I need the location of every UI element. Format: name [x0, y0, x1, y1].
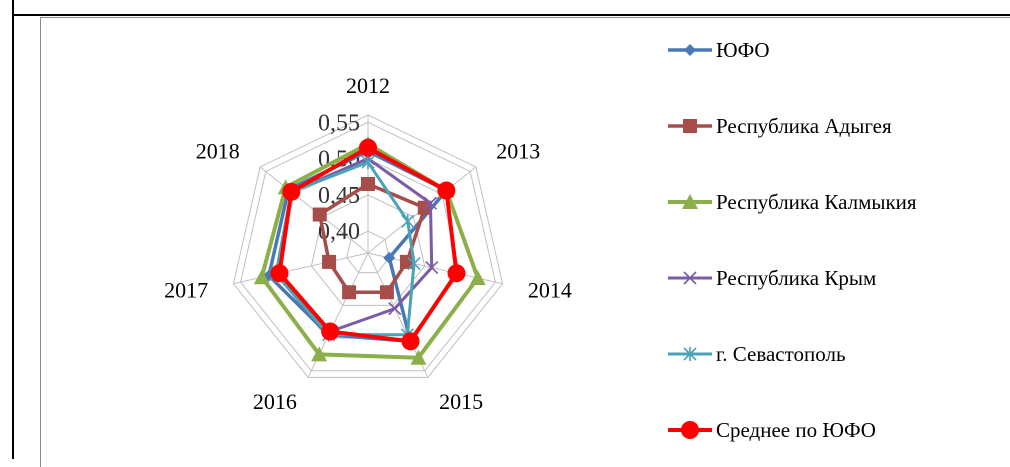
legend-item: ЮФО — [668, 38, 770, 62]
data-point-circle — [437, 181, 456, 200]
data-point-circle — [681, 421, 699, 439]
series-layer — [253, 136, 486, 365]
legend-item: Республика Адыгея — [668, 114, 892, 138]
data-point-triangle — [682, 194, 698, 209]
data-point-circle — [270, 264, 289, 283]
grid-spoke — [233, 252, 369, 285]
category-label: 2015 — [439, 389, 483, 414]
data-point-square — [399, 254, 414, 269]
data-point-triangle — [311, 346, 328, 362]
data-point-triangle — [469, 270, 486, 286]
data-point-triangle — [410, 349, 427, 365]
data-point-square — [322, 254, 337, 269]
data-point-square — [379, 285, 394, 300]
data-point-circle — [359, 138, 377, 157]
grid-ring — [232, 114, 504, 378]
category-labels: 2012 2013 2014 2015 2016 2017 2018 — [164, 73, 572, 414]
radial-tick-label: 0,45 — [318, 183, 360, 209]
data-point-square — [417, 200, 432, 215]
grid-ring — [346, 230, 390, 274]
series-square — [312, 177, 432, 300]
legend-label: Республика Калмыкия — [716, 190, 917, 214]
legend-item: Республика Калмыкия — [668, 190, 917, 214]
data-point-circle — [447, 264, 466, 283]
data-point-star — [407, 256, 421, 271]
data-point-star — [683, 347, 697, 361]
data-point-diamond — [383, 251, 396, 264]
category-label: 2012 — [346, 73, 390, 98]
frame-left-rule — [12, 0, 14, 459]
data-point-circle — [401, 332, 420, 351]
legend-label: Республика Адыгея — [716, 114, 892, 138]
data-point-square — [683, 119, 697, 133]
series-line — [259, 141, 481, 360]
series-circle — [270, 138, 466, 351]
data-point-circle — [321, 322, 340, 341]
series-line — [317, 182, 427, 295]
data-point-cross — [423, 196, 438, 210]
series-triangle — [253, 136, 486, 365]
legend: ЮФО Республика Адыгея Республика Калмыкия Р… — [668, 38, 917, 442]
radial-tick-label: 0,55 — [318, 110, 360, 136]
legend-label: Республика Крым — [716, 266, 876, 290]
data-point-square — [342, 285, 357, 300]
series-line — [277, 145, 459, 344]
legend-label: ЮФО — [716, 38, 770, 62]
data-point-cross — [683, 271, 697, 285]
grid-ring — [239, 121, 497, 372]
legend-item: Среднее по ЮФО — [668, 418, 876, 442]
category-label: 2018 — [196, 139, 240, 164]
legend-item: г. Севастополь — [668, 342, 846, 366]
legend-item: Республика Крым — [668, 266, 876, 290]
data-point-star — [401, 214, 415, 229]
category-label: 2013 — [496, 139, 540, 164]
legend-label: Среднее по ЮФО — [716, 418, 876, 442]
category-label: 2017 — [164, 277, 208, 302]
category-label: 2016 — [253, 389, 297, 414]
plot-area-border — [40, 17, 1010, 467]
legend-label: г. Севастополь — [716, 342, 846, 366]
data-point-square — [312, 207, 327, 222]
data-point-square — [361, 177, 375, 191]
frame-top-rule — [12, 14, 1010, 16]
data-point-star — [361, 155, 375, 170]
data-point-diamond — [684, 44, 696, 56]
data-point-triangle — [253, 269, 270, 285]
data-point-cross — [425, 260, 439, 275]
data-point-cross — [388, 302, 402, 316]
data-point-circle — [282, 182, 301, 201]
category-label: 2014 — [528, 277, 572, 302]
